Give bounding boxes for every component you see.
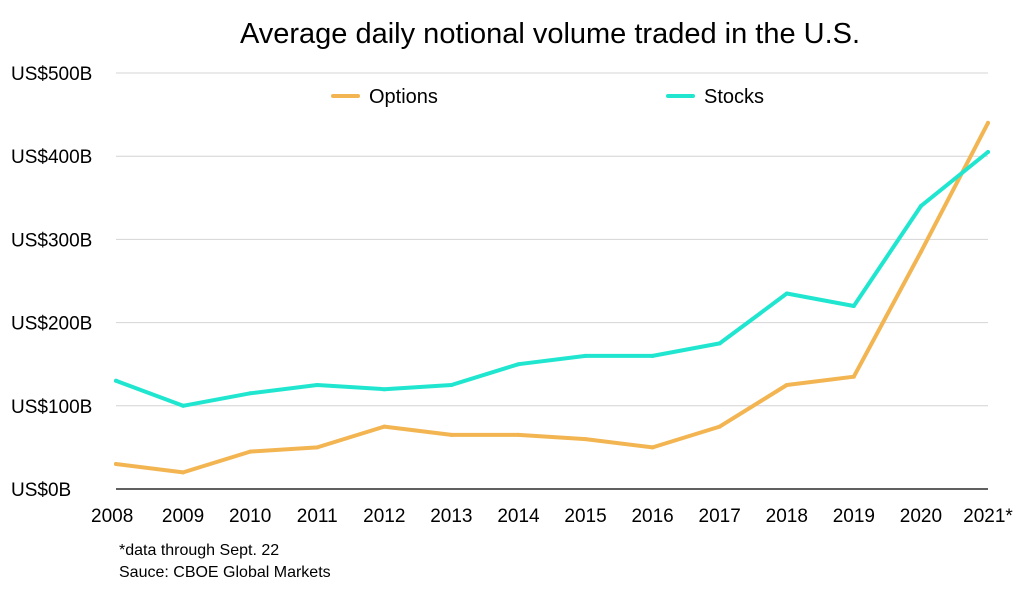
x-tick-label: 2011 [297,506,338,527]
data-point-stocks [248,391,253,396]
data-point-stocks [918,204,923,209]
x-tick-label: 2020 [900,506,942,527]
grid [116,72,988,490]
x-tick-label: 2019 [833,506,875,527]
x-tick-label: 2008 [91,506,133,527]
x-tick-label: 2013 [430,506,472,527]
data-point-stocks [851,304,856,308]
data-point-stocks [784,291,789,296]
data-point-options [114,462,118,466]
data-point-options [315,445,320,450]
data-point-stocks [650,353,655,358]
legend-label-stocks: Stocks [704,86,764,108]
x-tick-label: 2021* [963,506,1013,527]
footnote: *data through Sept. 22 [119,542,280,559]
data-point-options [717,424,722,429]
data-point-stocks [382,387,387,392]
data-point-options [784,383,789,387]
x-tick-label: 2010 [229,506,271,527]
series-line-stocks [114,150,990,408]
data-point-options [583,437,588,442]
series-lines [114,120,990,475]
y-tick-label: US$300B [11,230,92,251]
data-point-stocks [114,378,118,383]
data-point-options [248,449,253,454]
x-tick-label: 2018 [766,506,808,527]
x-tick-label: 2012 [363,506,405,527]
data-point-options [516,432,521,437]
y-tick-label: US$200B [11,314,92,335]
data-point-stocks [986,150,990,154]
data-point-options [851,374,856,379]
y-tick-label: US$400B [11,147,92,168]
source-note: Sauce: CBOE Global Markets [119,564,331,581]
chart-title: Average daily notional volume traded in … [240,18,860,50]
x-axis: 2008 2009 2010 2011 2012 2013 2014 2015 2016 2017… [91,506,1013,527]
data-point-stocks [516,362,521,367]
x-tick-label: 2017 [699,506,741,527]
data-point-stocks [717,341,722,346]
series-line-options [114,120,990,475]
y-tick-label: US$0B [11,480,71,501]
data-point-options [181,470,186,475]
data-point-stocks [449,383,454,387]
y-tick-label: US$100B [11,397,92,418]
x-tick-label: 2016 [631,506,673,527]
x-tick-label: 2014 [497,506,540,527]
data-point-options [382,424,387,429]
data-point-options [449,432,454,437]
y-axis: US$0B US$100B US$200B US$300B US$400B US$500B [11,64,92,501]
y-tick-label: US$500B [11,64,92,85]
data-point-options [650,445,655,450]
data-point-stocks [181,403,186,408]
data-point-stocks [315,383,320,387]
data-point-options [918,249,923,254]
x-tick-label: 2009 [162,506,204,527]
legend: Options Stocks [331,86,764,108]
x-tick-label: 2015 [564,506,606,527]
legend-label-options: Options [369,86,438,108]
data-point-stocks [583,353,588,358]
data-point-options [986,120,990,125]
